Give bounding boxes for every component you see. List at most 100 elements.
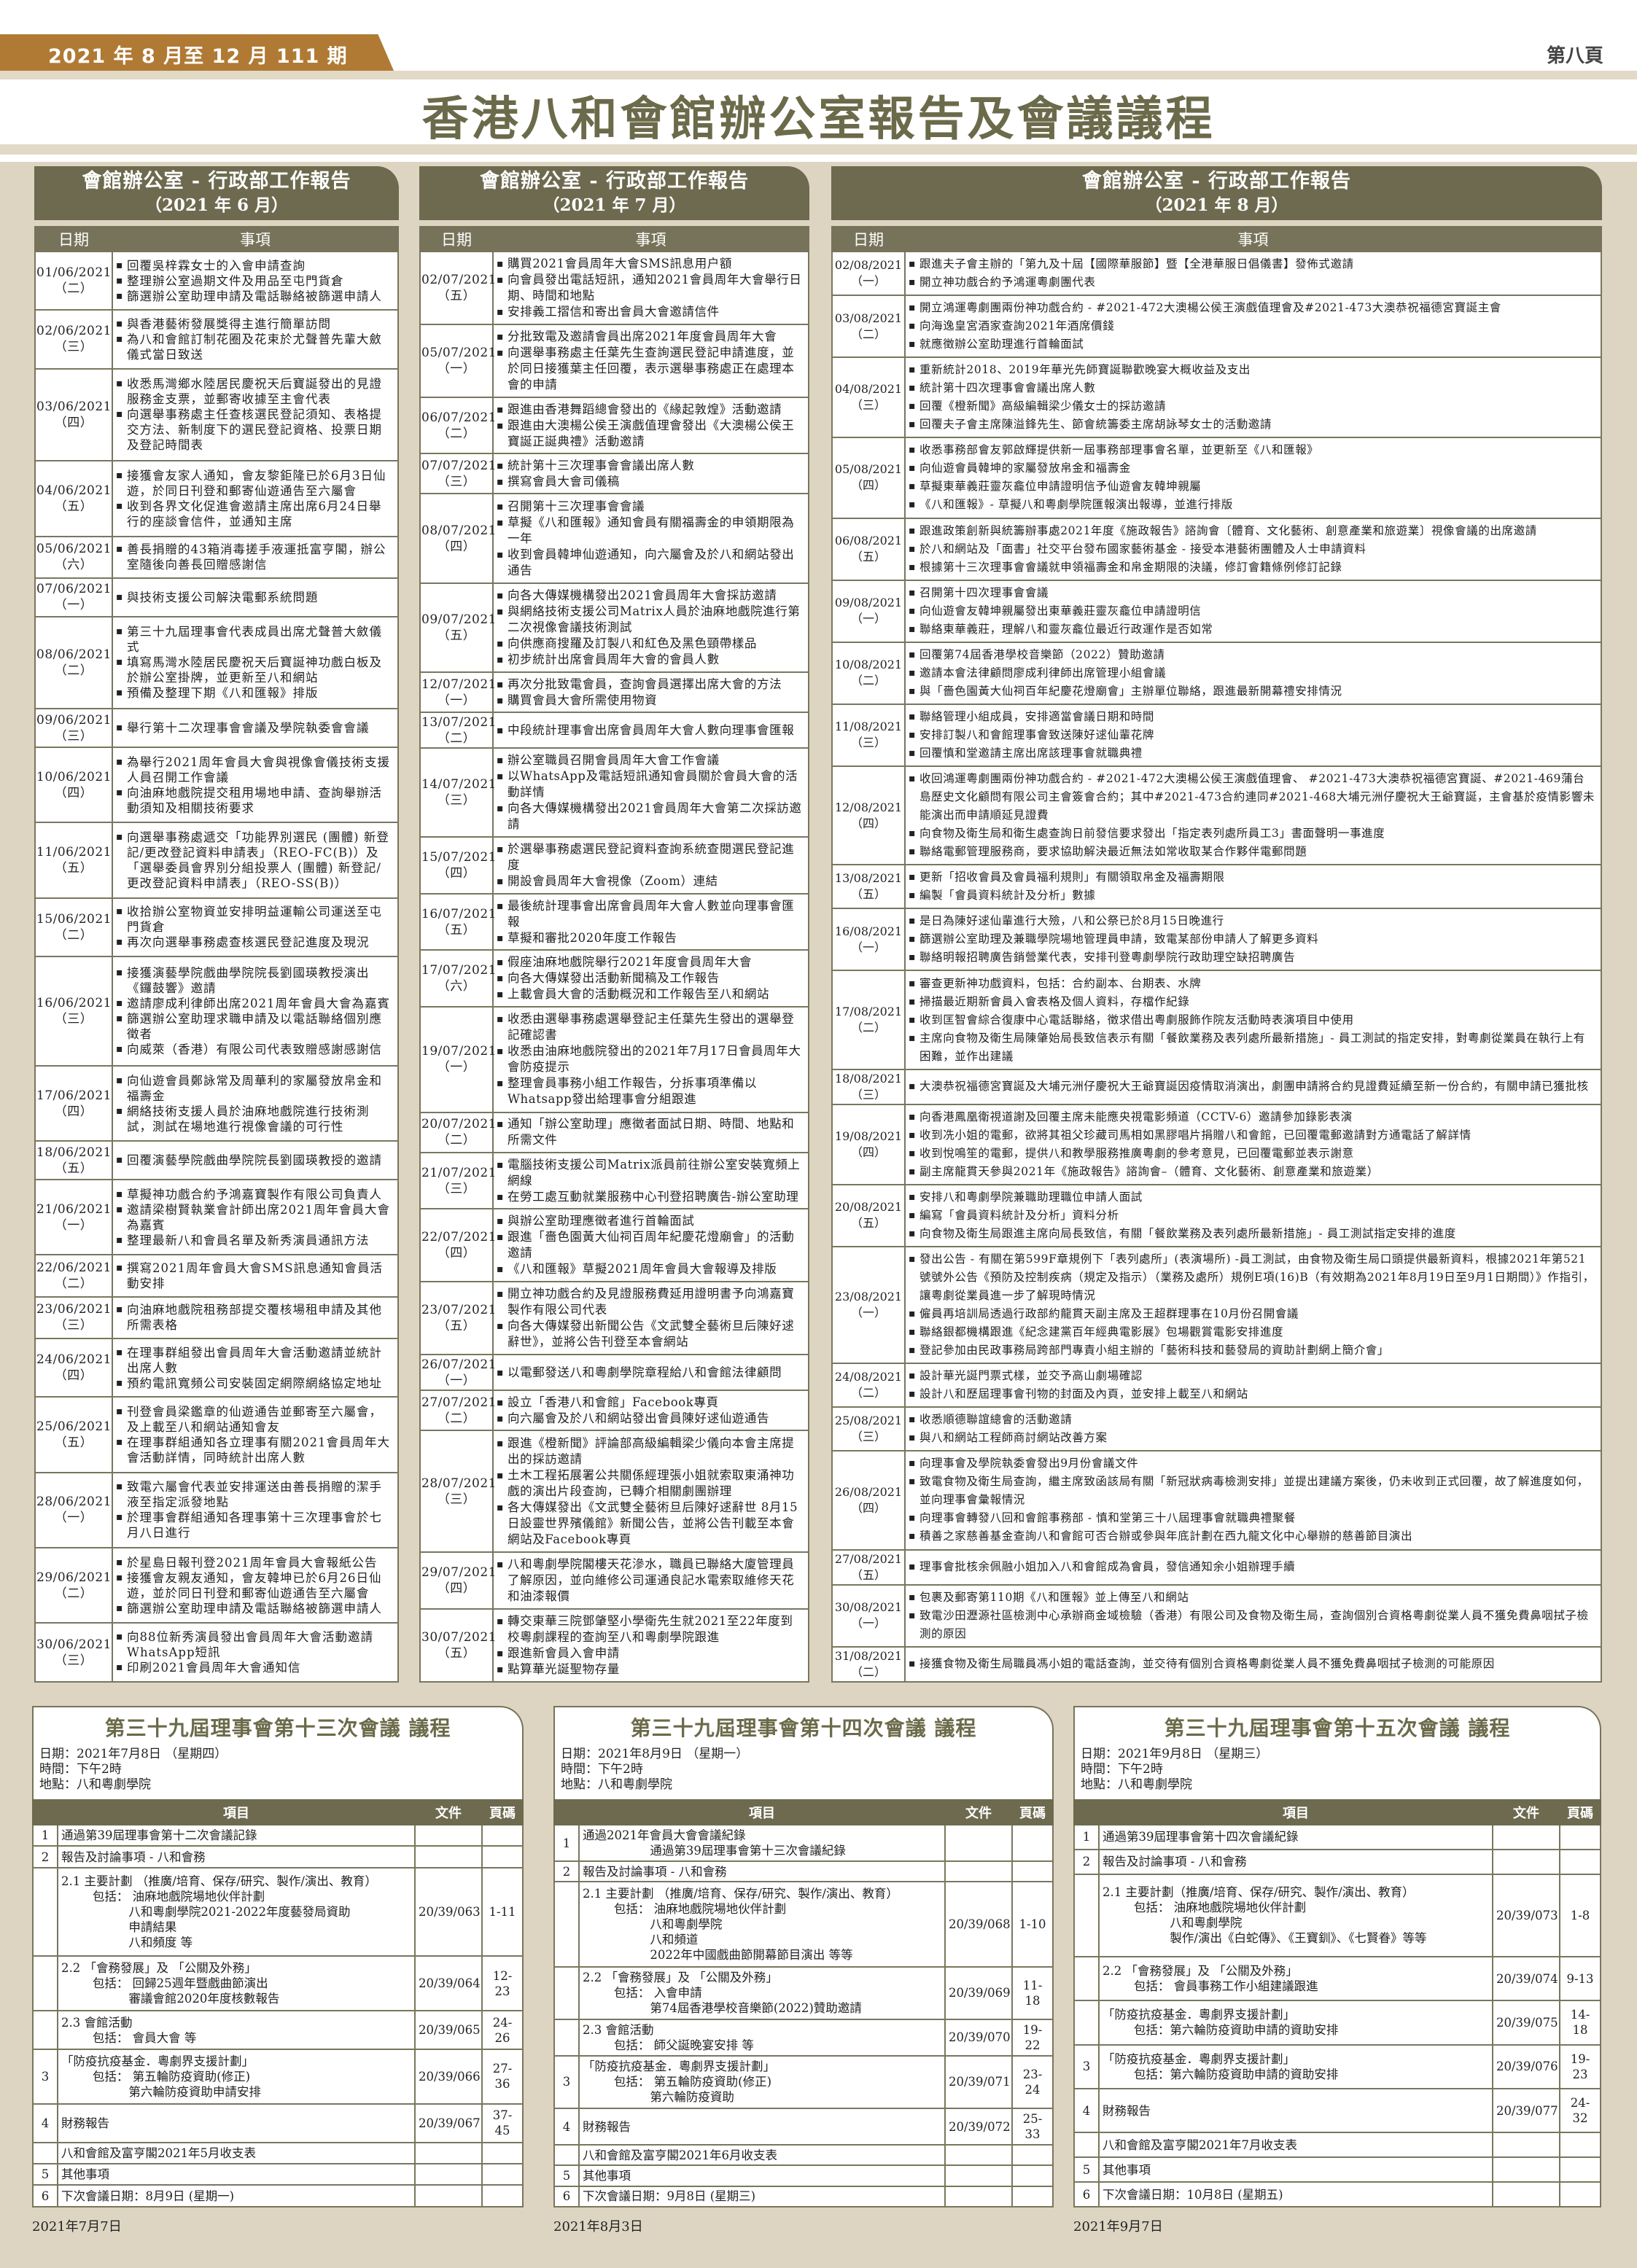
list-item: 各大傳媒發出《文武雙全藝術旦后陳好逑辭世 8月15日設靈世界殯儀館》新聞公告，並…	[497, 1500, 804, 1548]
date-cell: 12/08/2021 （四）	[831, 765, 906, 866]
document-ref: 20/39/067	[414, 2103, 483, 2143]
document-ref: 20/39/076	[1492, 2043, 1560, 2089]
list-item: 副主席龍貫天參與2021年《施政報告》諮詢會–（體育、文化藝術、創意產業和旅遊業…	[909, 1163, 1596, 1181]
item-number	[553, 1965, 580, 2020]
list-item: 僱員再培訓局透過行政部約龍貫天副主席及王超群理事在10月份召開會議	[909, 1305, 1596, 1323]
date-text: 15/06/2021	[36, 911, 112, 927]
list-item: 八和粵劇學院閣樓天花滲水，職員已聯絡大廈管理員了解原因，並向維修公司運通良記水電…	[497, 1556, 804, 1605]
weekday-text: （二）	[437, 426, 476, 441]
item-line: 第六輪防疫資助申請安排	[128, 2084, 261, 2099]
items-cell: 致電六屬會代表並安排運送由善長捐贈的潔手液至指定派發地點於理事會群組通知各理事第…	[112, 1471, 399, 1549]
item-cell: 八和會館及富亨閣2021年6月收支表	[578, 2144, 946, 2167]
agenda-row: 3 「防疫抗疫基金．粵劇界支援計劃」 包括：第六輪防疫資助申請的資助安排 20/39/…	[1073, 2043, 1601, 2089]
page-range: 23-24	[1011, 2054, 1054, 2110]
list-item: 上載會員大會的活動概況和工作報告至八和網站	[497, 986, 804, 1002]
table-row: 20/08/2021（五）安排八和粵劇學院兼職助理職位申請人面試編寫「會員資料統…	[831, 1183, 1602, 1247]
date-cell: 24/06/2021 （四）	[34, 1337, 113, 1398]
agenda-row: 2 報告及討論事項 - 八和會務	[1073, 1848, 1601, 1875]
item-line: 包括： 第五輪防疫資助(修正)	[613, 2075, 772, 2089]
list-item: 跟進「嗇色園黃大仙祠百周年紀慶花燈廟會」的活動邀請	[497, 1229, 804, 1261]
item-number	[1073, 2000, 1100, 2046]
list-item: 向油麻地戲院租務部提交覆核場租申請及其他所需表格	[116, 1302, 393, 1333]
date-text: 23/07/2021	[421, 1303, 497, 1318]
item-line: 包括： 回歸25週年暨戲曲節演出	[92, 1976, 268, 1991]
date-cell: 06/07/2021 （二）	[419, 396, 497, 455]
items-cell: 收悉順德聯誼總會的活動邀請與八和網站工程師商討網站改善方案	[904, 1406, 1602, 1452]
list-item: 撰寫2021周年會員大會SMS訊息通知會員活動安排	[116, 1260, 393, 1291]
meeting-date: 日期：2021年8月9日 （星期一）	[561, 1747, 749, 1761]
agenda-header-box: 第三十九屆理事會第十三次會議 議程 日期：2021年7月8日 （星期四） 時間：下午…	[32, 1706, 524, 1801]
item-line: 八和會館及富亨閣2021年5月收支表	[61, 2146, 256, 2160]
document-ref: 20/39/072	[944, 2108, 1013, 2146]
items-cell: 是日為陳好逑仙輩進行大殮，八和公祭已於8月15日晚進行篩選辦公室助理及兼職學院場…	[904, 908, 1602, 972]
agenda-header-box: 第三十九屆理事會第十五次會議 議程 日期：2021年9月8日 （星期三） 時間：下午…	[1073, 1706, 1601, 1801]
list-item: 收到會員韓坤仙遊通知，向六屬會及於八和網站發出通告	[497, 547, 804, 579]
list-item: 刊登會員梁鑑章的仙遊通告並郵寄至六屬會，及上載至八和網站通知會友	[116, 1404, 393, 1435]
item-cell: 通過第39屆理事會第十二次會議記錄	[57, 1823, 416, 1847]
items-cell: 開立鴻運粵劇團兩份神功戲合約 - #2021-472大澳楊公侯王演戲值理會及#2…	[904, 295, 1602, 359]
date-text: 28/07/2021	[421, 1476, 497, 1491]
date-text: 17/07/2021	[421, 963, 497, 978]
weekday-text: （三）	[437, 1181, 476, 1196]
date-text: 01/06/2021	[36, 265, 112, 281]
list-item: 土木工程拓展署公共關係經理張小姐就索取東涌神功戲的演出片段查詢，已轉介相關劇團辦…	[497, 1468, 804, 1500]
page-range: 9-13	[1559, 1955, 1601, 2002]
date-text: 03/08/2021	[834, 311, 903, 325]
item-number	[553, 2144, 580, 2167]
document-ref	[944, 2144, 1013, 2167]
weekday-text: （二）	[850, 1021, 886, 1035]
items-cell: 善長捐贈的43箱消毒搓手液運抵富亨閣，辦公室隨後向善長回贈感謝信	[112, 535, 399, 579]
report-table: 日期事項02/07/2021（五）購買2021會員周年大會SMS訊息用户額向會員…	[419, 226, 809, 1683]
report-table: 日期事項01/06/2021（二）回覆吳梓霖女士的入會申請查詢整理辦公室過期文件…	[34, 226, 399, 1683]
issue-date: 2021年9月7日	[1073, 2219, 1163, 2234]
item-number	[32, 2141, 58, 2165]
items-cell: 大澳恭祝福德宮寶誕及大埔元洲仔慶祝大王爺寶誕因疫情取消演出，劇團申請將合約見證費…	[904, 1068, 1602, 1105]
table-row: 18/08/2021（三）大澳恭祝福德宮寶誕及大埔元洲仔慶祝大王爺寶誕因疫情取消…	[831, 1068, 1602, 1105]
agenda-row: 4 財務報告 20/39/072 25-33	[553, 2108, 1054, 2146]
list-item: 聯絡明報招聘廣告銷營業代表，安排刊登粵劇學院行政助理空缺招聘廣告	[909, 948, 1596, 967]
page-range: 1-10	[1011, 1881, 1054, 1968]
weekday-text: （四）	[850, 1500, 886, 1515]
list-item: 向供應商搜羅及訂製八和紅色及黑色頸帶樣品	[497, 636, 804, 652]
list-item: 編寫「會員資料統計及分析」資料分析	[909, 1207, 1596, 1225]
agenda-row: 八和會館及富亨閣2021年6月收支表	[553, 2144, 1054, 2167]
table-row: 31/08/2021（二）接獲食物及衛生局職員馮小姐的電話查詢，並交待有個別合資…	[831, 1645, 1602, 1683]
list-item: 以WhatsApp及電話短訊通知會員關於會員大會的活動詳情	[497, 768, 804, 800]
item-line: 「防疫抗疫基金．粵劇界支援計劃」	[1103, 2051, 1295, 2066]
weekday-text: （四）	[54, 415, 93, 430]
list-item: 大澳恭祝福德宮寶誕及大埔元洲仔慶祝大王爺寶誕因疫情取消演出，劇團申請將合約見證費…	[909, 1078, 1596, 1096]
items-cell: 通知「辦公室助理」應徵者面試日期、時間、地點和所需文件	[492, 1111, 809, 1153]
list-item: 設立「香港八和會館」Facebook專頁	[497, 1395, 804, 1411]
list-item: 向各大傳媒發出新聞公告《文武雙全藝術旦后陳好逑辭世》，並將公告刊登至本會網站	[497, 1318, 804, 1350]
divider-stripe	[0, 144, 1637, 155]
list-item: 回覆第74屆香港學校音樂節（2022）贊助邀請	[909, 646, 1596, 664]
weekday-text: （一）	[54, 1217, 93, 1233]
list-item: 收到各界文化促進會邀請主席出席6月24日舉行的座談會信件，並通知主席	[116, 499, 393, 529]
list-item: 向仙遊會員鄭詠常及周華利的家屬發放帛金和福壽金	[116, 1073, 393, 1104]
list-item: 收回鴻運粵劇團兩份神功戲合約 - #2021-472大澳楊公侯王演戲值理會、 #…	[909, 770, 1596, 825]
list-item: 收悉順德聯誼總會的活動邀請	[909, 1411, 1596, 1429]
table-row: 10/06/2021（四）為舉行2021周年會員大會與視像會儀技術支援人員召開工…	[34, 746, 399, 824]
weekday-text: （四）	[437, 1581, 476, 1597]
item-cell: 2.3 會館活動 包括： 會員大會 等	[57, 2010, 416, 2050]
document-ref	[944, 1823, 1013, 1863]
report-title: 會館辦公室 - 行政部工作報告	[479, 170, 749, 192]
page-range	[1011, 2144, 1054, 2167]
item-line: 「防疫抗疫基金．粵劇界支援計劃」	[583, 2059, 775, 2074]
date-cell: 29/07/2021 （四）	[419, 1551, 496, 1610]
date-text: 06/07/2021	[421, 410, 497, 425]
date-text: 26/08/2021	[834, 1484, 903, 1499]
list-item: 設計八和歷屆理事會刊物的封面及內頁，並安排上載至八和網站	[909, 1385, 1596, 1403]
agenda-title: 第三十九屆理事會第十五次會議 議程	[1164, 1716, 1511, 1740]
items-cell: 統計第十三次理事會會議出席人數撰寫會員大會司儀稿	[492, 453, 809, 495]
date-cell: 05/08/2021 （四）	[831, 437, 906, 519]
table-row: 08/06/2021（二）第三十九屆理事會代表成員出席尤聲普大斂儀式填寫馬灣水陸…	[34, 615, 399, 710]
document-ref: 20/39/074	[1492, 1955, 1560, 2002]
date-text: 31/08/2021	[834, 1648, 903, 1663]
item-cell: 2.3 會館活動 包括： 師父誕晚宴安排 等	[578, 2018, 946, 2057]
date-cell: 26/08/2021 （四）	[831, 1450, 906, 1551]
items-cell: 向88位新秀演員發出會員周年大會活動邀請WhatsApp短訊印刷2021會員周年…	[112, 1622, 399, 1683]
table-row: 29/07/2021（四）八和粵劇學院閣樓天花滲水，職員已聯絡大廈管理員了解原因…	[419, 1551, 809, 1610]
item-line: 通過第39屆理事會第十四次會議紀錄	[1103, 1830, 1299, 1844]
item-cell: 報告及討論事項 - 八和會務	[578, 1860, 946, 1883]
